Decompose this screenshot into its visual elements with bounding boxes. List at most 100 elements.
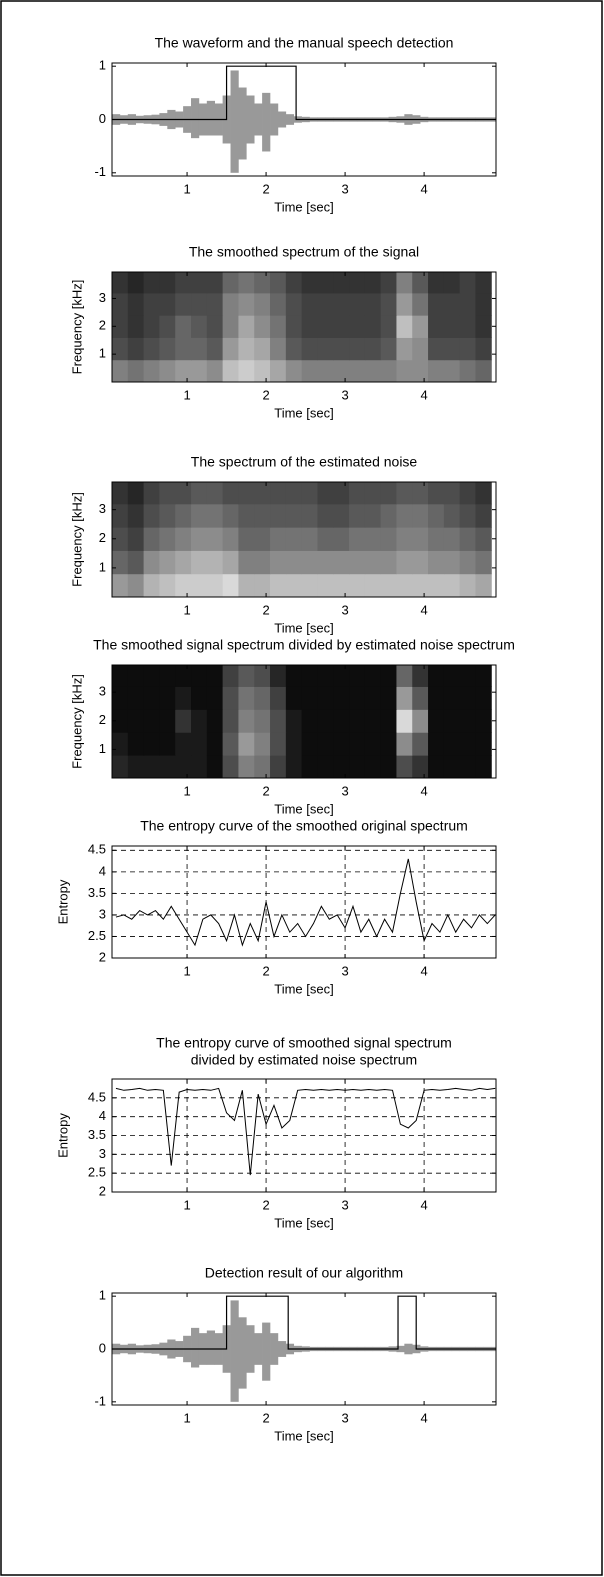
- heatmap-cell: [206, 527, 224, 551]
- heatmap-cell: [191, 550, 208, 575]
- heatmap-cell: [175, 292, 192, 316]
- heatmap-cell: [475, 527, 492, 551]
- waveform-envelope: [262, 1322, 271, 1381]
- heatmap-cell: [301, 482, 318, 505]
- heatmap-cell: [443, 573, 461, 597]
- heatmap-cell: [459, 292, 476, 316]
- heatmap-cell: [206, 709, 224, 733]
- heatmap-cell: [333, 315, 350, 338]
- chart-title: The spectrum of the estimated noise: [191, 454, 418, 470]
- heatmap-cell: [285, 755, 303, 778]
- heatmap-cell: [380, 550, 397, 575]
- y-tick-label: 2: [99, 318, 106, 333]
- x-tick-label: 1: [183, 963, 190, 978]
- x-tick-label: 2: [262, 387, 269, 402]
- heatmap-cell: [159, 709, 176, 733]
- heatmap-cell: [254, 573, 271, 597]
- heatmap-cell: [443, 527, 461, 551]
- y-tick-label: 3: [99, 1146, 106, 1161]
- heatmap-cell: [222, 482, 239, 505]
- heatmap-cell: [127, 550, 145, 575]
- heatmap-cell: [443, 709, 461, 733]
- plot-area: [112, 63, 496, 176]
- heatmap-cell: [143, 359, 160, 382]
- heatmap-cell: [206, 550, 224, 575]
- x-tick-label: 4: [420, 963, 427, 978]
- heatmap-cell: [206, 755, 224, 778]
- x-tick-label: 3: [341, 783, 348, 798]
- y-tick-label: 1: [99, 559, 106, 574]
- heatmap-cell: [143, 755, 160, 778]
- heatmap-cell: [349, 337, 366, 361]
- x-tick-label: 4: [420, 1197, 427, 1212]
- heatmap-cell: [475, 292, 492, 316]
- heatmap-cell: [143, 573, 160, 597]
- heatmap-cell: [270, 686, 287, 710]
- heatmap-cell: [364, 359, 382, 382]
- heatmap-cell: [459, 665, 476, 687]
- heatmap-cell: [127, 527, 145, 551]
- heatmap-cell: [112, 755, 129, 778]
- entropy-line: [115, 1087, 496, 1176]
- heatmap-cell: [238, 686, 255, 710]
- heatmap-cell: [459, 709, 476, 733]
- heatmap-cell: [285, 665, 303, 687]
- heatmap-cell: [412, 686, 429, 710]
- heatmap-cell: [317, 527, 334, 551]
- detection-line: [112, 1295, 496, 1350]
- chart-title: divided by estimated noise spectrum: [191, 1052, 417, 1068]
- heatmap-cell: [143, 337, 160, 361]
- heatmap-cell: [270, 732, 287, 756]
- heatmap-cell: [349, 665, 366, 687]
- heatmap-cell: [443, 755, 461, 778]
- heatmap-cell: [143, 503, 160, 528]
- heatmap-cell: [349, 315, 366, 338]
- heatmap-cell: [459, 527, 476, 551]
- heatmap-cell: [349, 272, 366, 294]
- heatmap-cell: [396, 292, 413, 316]
- heatmap-cell: [333, 550, 350, 575]
- waveform-envelope: [206, 1330, 216, 1365]
- heatmap-cell: [222, 755, 239, 778]
- heatmap-cell: [459, 272, 476, 294]
- heatmap-cell: [396, 755, 413, 778]
- heatmap-cell: [301, 573, 318, 597]
- heatmap-cell: [412, 315, 429, 338]
- axes-frame: [111, 664, 497, 779]
- x-tick-label: 4: [420, 1410, 427, 1425]
- heatmap-cell: [143, 686, 160, 710]
- entropy-line: [115, 858, 496, 947]
- heatmap-cell: [222, 272, 239, 294]
- heatmap-cell: [175, 315, 192, 338]
- heatmap-cell: [301, 527, 318, 551]
- heatmap-cell: [333, 573, 350, 597]
- y-tick-label: 1: [99, 1288, 106, 1303]
- waveform-envelope: [191, 1327, 200, 1368]
- heatmap-cell: [459, 482, 476, 505]
- heatmap-cell: [475, 503, 492, 528]
- heatmap-cell: [112, 573, 129, 597]
- y-tick-label: 4: [99, 1108, 106, 1123]
- heatmap-cell: [254, 315, 271, 338]
- heatmap-cell: [364, 573, 382, 597]
- heatmap-cell: [159, 503, 176, 528]
- heatmap-cell: [159, 359, 176, 382]
- waveform-envelope: [246, 1325, 255, 1373]
- heatmap-cell: [301, 359, 318, 382]
- heatmap-cell: [475, 755, 492, 778]
- heatmap-cell: [380, 272, 397, 294]
- heatmap-cell: [333, 503, 350, 528]
- heatmap-cell: [285, 292, 303, 316]
- heatmap-cell: [175, 527, 192, 551]
- y-tick-label: 4.5: [88, 1089, 106, 1104]
- heatmap-cell: [191, 482, 208, 505]
- heatmap-cell: [270, 337, 287, 361]
- heatmap-cell: [285, 359, 303, 382]
- heatmap-cell: [380, 665, 397, 687]
- heatmap-cell: [285, 337, 303, 361]
- heatmap-cell: [475, 550, 492, 575]
- heatmap-cell: [317, 573, 334, 597]
- heatmap-cell: [222, 337, 239, 361]
- heatmap-cell: [238, 550, 255, 575]
